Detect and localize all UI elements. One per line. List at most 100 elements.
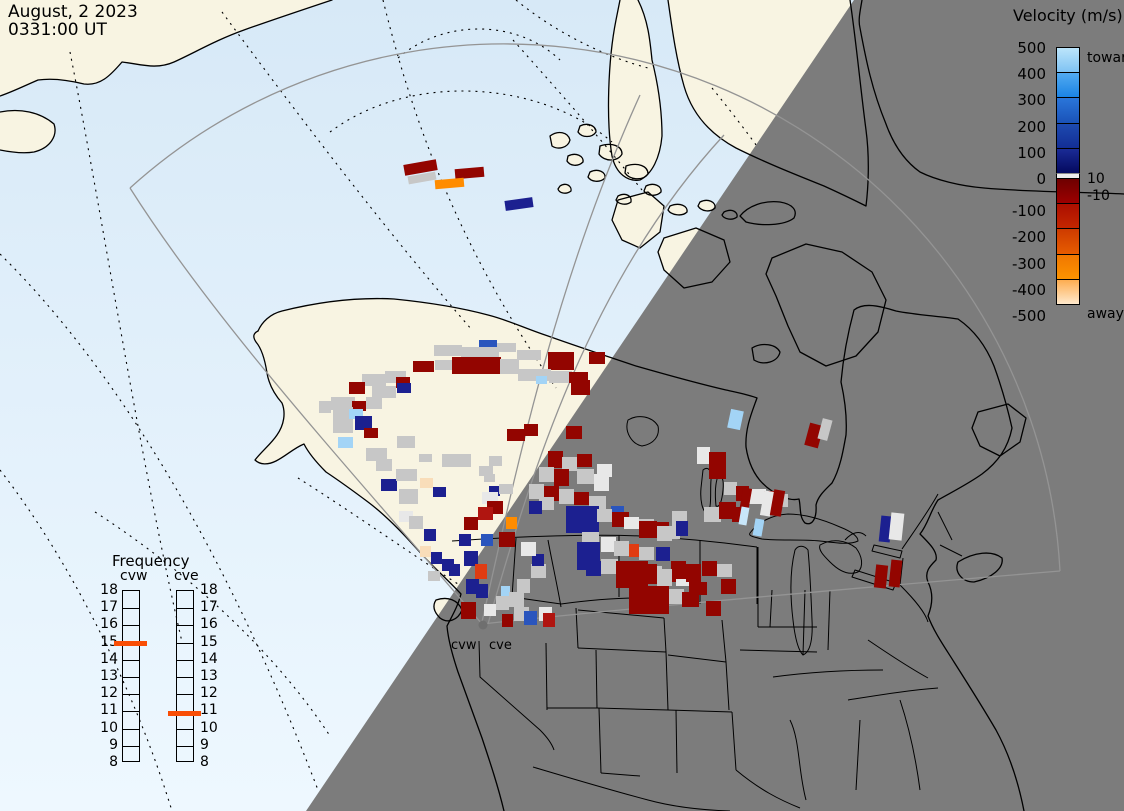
velocity-cell (399, 511, 413, 522)
velocity-cell (717, 564, 732, 577)
velocity-cell (624, 517, 639, 529)
velocity-cell (507, 429, 525, 441)
frequency-legend: Frequency cvw 18 17 16 15 14 13 12 11 10 9 8 cve 18 17… (80, 540, 230, 780)
velocity-legend: Velocity (m/s) 500 400 300 200 100 0 -100 -200 -… (1005, 6, 1124, 326)
velocity-cell (566, 506, 599, 533)
frequency-tick-line (177, 642, 193, 644)
velocity-cell (372, 386, 396, 398)
colorbar-label-away: away (1087, 306, 1124, 322)
velocity-cell (709, 452, 726, 479)
colorbar-tick-label: 0 (1036, 170, 1046, 188)
velocity-cell (686, 564, 701, 582)
colorbar-segment (1056, 72, 1080, 99)
frequency-tick-label: 18 (200, 582, 218, 598)
velocity-cell (577, 469, 594, 484)
velocity-cell (657, 526, 672, 541)
velocity-cell (420, 478, 433, 488)
velocity-cell (873, 564, 889, 589)
frequency-tick-line (123, 728, 139, 730)
velocity-cell (704, 507, 721, 522)
velocity-cell (597, 464, 612, 477)
velocity-cell (548, 451, 563, 468)
velocity-cell (671, 561, 686, 579)
velocity-cell (461, 602, 476, 619)
velocity-cell (721, 579, 736, 594)
velocity-cell (376, 459, 392, 471)
velocity-cell (484, 474, 495, 482)
velocity-cell (629, 586, 669, 614)
frequency-tick-label: 18 (100, 582, 118, 598)
velocity-cell (517, 579, 530, 593)
colorbar-tick-label: -300 (1011, 254, 1046, 273)
velocity-cell (489, 486, 500, 496)
frequency-tick-label: 9 (200, 736, 209, 753)
velocity-cell (434, 345, 462, 356)
velocity-cell (333, 407, 353, 433)
velocity-cell (586, 561, 601, 576)
date-label: August, 2 2023 (8, 2, 138, 22)
frequency-column-label-cvw: cvw (120, 568, 148, 584)
frequency-tick-line (123, 694, 139, 696)
velocity-cell (548, 352, 574, 370)
velocity-cell (524, 424, 538, 436)
velocity-cell (349, 382, 365, 394)
velocity-cell (331, 397, 355, 410)
velocity-legend-title: Velocity (m/s) (1013, 6, 1123, 25)
velocity-cell (500, 359, 519, 374)
frequency-tick-label: 17 (100, 599, 118, 616)
velocity-cell (454, 166, 485, 180)
velocity-cell (407, 171, 437, 185)
velocity-cell (759, 490, 775, 517)
velocity-cell (554, 469, 569, 486)
velocity-cell (569, 372, 588, 383)
frequency-tick-line (123, 745, 139, 747)
velocity-cell (589, 352, 605, 364)
velocity-cell (539, 467, 554, 482)
velocity-cell (413, 361, 434, 372)
frequency-tick-line (177, 677, 193, 678)
velocity-cell (629, 544, 639, 557)
velocity-cell (719, 502, 736, 519)
frequency-tick-line (177, 745, 193, 747)
velocity-cell (529, 501, 542, 514)
frequency-tick-label: 8 (200, 754, 209, 770)
velocity-cell (559, 489, 574, 504)
velocity-cell (749, 489, 766, 504)
velocity-cell (434, 177, 465, 190)
velocity-cell (509, 592, 524, 607)
velocity-cell (597, 509, 612, 522)
velocity-cell (497, 343, 516, 352)
frequency-tick-label: 9 (109, 736, 118, 753)
velocity-cell (476, 584, 488, 598)
frequency-tick-label: 10 (100, 719, 118, 736)
velocity-cell (381, 479, 397, 491)
velocity-cell (817, 418, 833, 441)
velocity-cell (888, 559, 903, 588)
colorbar-segment (1056, 228, 1080, 255)
velocity-cell (536, 376, 547, 384)
colorbar-label-toward: toward (1087, 50, 1124, 66)
velocity-cell (409, 516, 423, 529)
map-label-cve: cve (489, 638, 512, 653)
frequency-scale-cve (176, 590, 194, 762)
colorbar-segment (1056, 147, 1080, 174)
colorbar-label-neg-threshold: -10 (1087, 188, 1110, 204)
colorbar-tick-label: 400 (1017, 65, 1046, 84)
velocity-cell (364, 428, 378, 438)
frequency-tick-line (177, 694, 193, 696)
frequency-tick-line (177, 608, 193, 610)
velocity-cell (504, 197, 534, 211)
velocity-cell (562, 457, 577, 471)
velocity-cell (657, 569, 672, 586)
map-label-cvw: cvw (451, 638, 477, 653)
velocity-cell (531, 564, 546, 578)
velocity-cell (499, 532, 515, 547)
velocity-colorbar (1056, 47, 1080, 305)
velocity-cell (352, 401, 366, 411)
velocity-cell (506, 517, 517, 529)
velocity-cell (397, 436, 415, 448)
velocity-cell (724, 482, 737, 495)
velocity-cell (475, 564, 487, 579)
velocity-cell (419, 454, 432, 462)
